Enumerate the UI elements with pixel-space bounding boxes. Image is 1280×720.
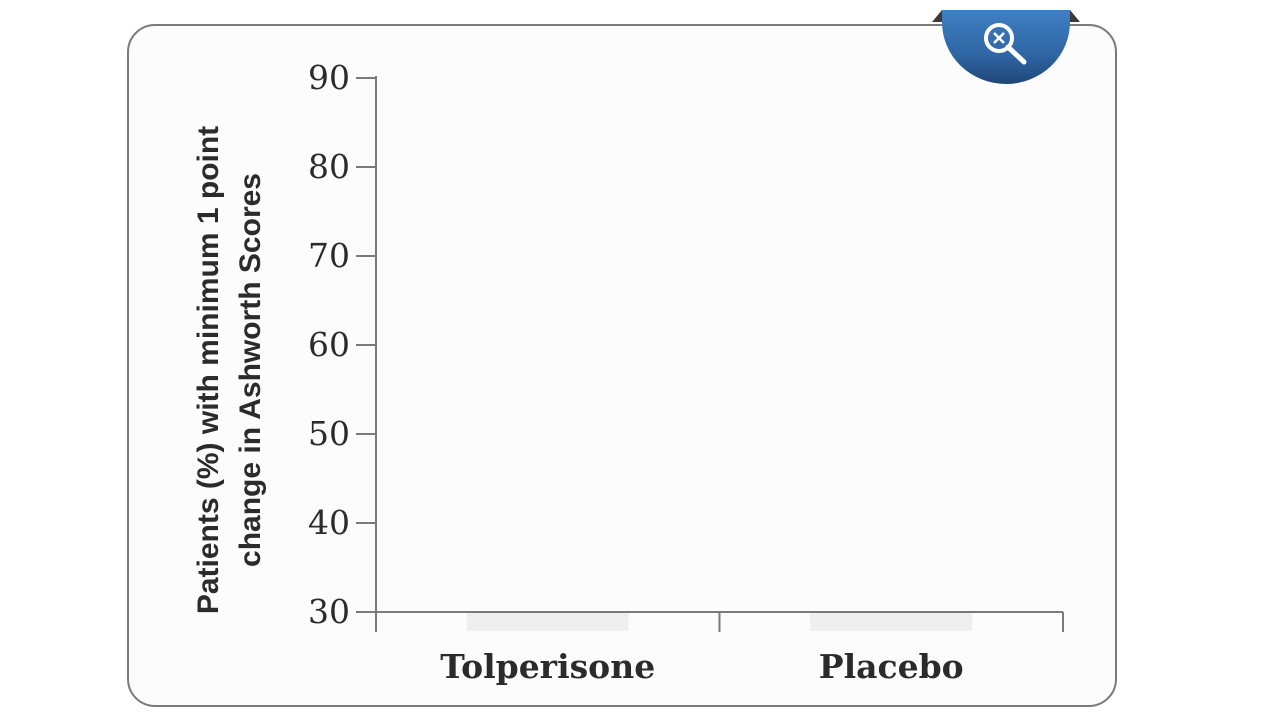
zoom-badge-shape: [932, 10, 1080, 84]
y-axis-title: Patients (%) with minimum 1 point change…: [192, 126, 267, 614]
zoom-out-button[interactable]: [932, 8, 1080, 84]
chart-card: [127, 24, 1117, 707]
y-tick-label: 90: [308, 58, 350, 97]
zoom-out-magnifier-icon: [984, 23, 1027, 65]
y-tick-label: 30: [308, 592, 350, 631]
y-tick-label: 70: [308, 236, 350, 275]
y-tick-label: 40: [308, 503, 350, 542]
y-tick-label: 60: [308, 325, 350, 364]
y-tick-label: 80: [308, 147, 350, 186]
y-ticks-layer: 90 80 70 60 50 40 30: [308, 58, 376, 631]
bars-layer: [466, 613, 973, 631]
x-category-label: Tolperisone: [440, 647, 655, 686]
x-category-label: Placebo: [819, 647, 964, 686]
y-axis-title-line-1: Patients (%) with minimum 1 point: [192, 126, 225, 614]
x-ticks-layer: Tolperisone Placebo: [375, 612, 1064, 686]
y-axis-title-line-2: change in Ashworth Scores: [234, 173, 267, 567]
bar-base-tolperisone: [466, 613, 629, 631]
bar-base-placebo: [810, 613, 973, 631]
y-tick-label: 50: [308, 414, 350, 453]
